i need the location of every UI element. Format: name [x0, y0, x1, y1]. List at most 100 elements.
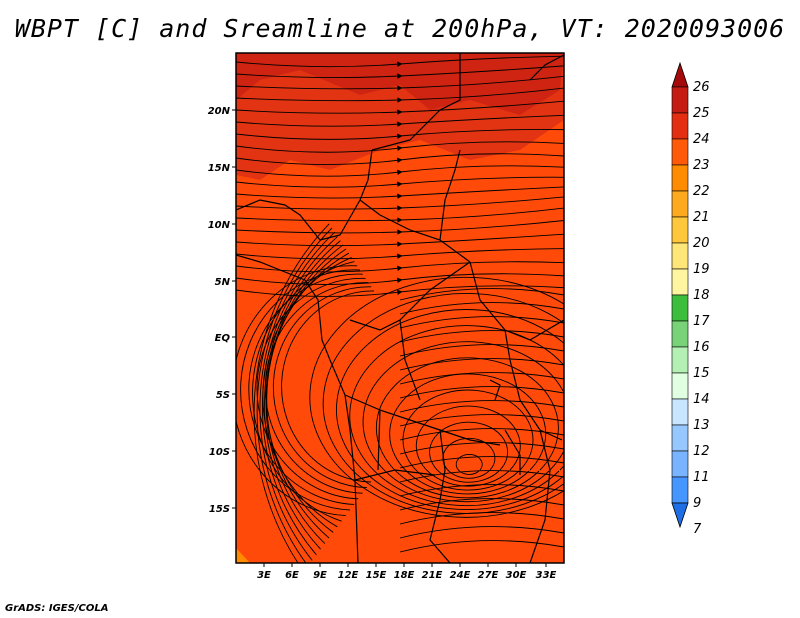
colorbar-level-label: 19: [693, 262, 710, 277]
colorbar-swatch: [671, 268, 689, 296]
streamline: [256, 227, 333, 563]
streamline: [399, 358, 564, 371]
lon-axis: 3E 6E 9E 12E 15E 18E 21E 24E 27E 30E 33E: [257, 563, 557, 581]
streamline: [349, 325, 564, 507]
colorbar-swatch: [671, 164, 689, 192]
streamline: [236, 114, 564, 127]
colorbar-level-label: 7: [693, 522, 702, 537]
colorbar-swatch: [671, 320, 689, 348]
colorbar-level-label: 26: [693, 80, 710, 95]
streamline: [236, 55, 564, 68]
streamline: [399, 316, 564, 329]
lon-label: 30E: [506, 570, 527, 581]
colorbar-level-label: 11: [693, 470, 710, 485]
streamline: [399, 386, 564, 399]
streamline: [236, 128, 564, 140]
streamline: [266, 248, 347, 539]
colorbar-swatch: [671, 216, 689, 244]
streamline: [399, 526, 564, 539]
streamline: [399, 302, 564, 315]
lat-axis: 20N 15N 10N 5N EQ 5S 10S 15S: [208, 106, 236, 515]
streamline: [236, 65, 564, 79]
streamline: [399, 498, 564, 511]
colorbar-level-label: 16: [693, 340, 710, 355]
lon-label: 24E: [450, 570, 471, 581]
streamline: [262, 236, 338, 556]
colorbar-swatch: [671, 476, 689, 504]
streamline: [264, 240, 341, 550]
streamline: [236, 233, 564, 247]
streamline: [259, 231, 336, 561]
lon-label: 15E: [366, 570, 387, 581]
colorbar-level-label: 12: [693, 444, 710, 459]
colorbar: 26 25 24 23 22 21 20 19 18 17 16 15 14 13 12 11 9 7: [671, 61, 710, 537]
streamline: [399, 400, 564, 413]
lat-label: 5S: [216, 390, 230, 401]
lon-label: 3E: [257, 570, 271, 581]
wbpt-hot-region: [236, 53, 564, 115]
streamline: [389, 373, 547, 495]
colorbar-level-label: 20: [693, 236, 710, 251]
streamline: [399, 330, 564, 343]
streamline: [256, 277, 366, 500]
colorbar-swatch: [671, 424, 689, 452]
streamline: [399, 442, 564, 455]
colorbar-level-label: 14: [693, 392, 710, 407]
colorbar-swatch: [671, 242, 689, 270]
colorbar-swatch: [671, 86, 689, 114]
lon-label: 33E: [536, 570, 557, 581]
streamline: [272, 286, 372, 489]
streamline: [442, 437, 496, 479]
streamline: [236, 186, 564, 199]
streamline: [236, 261, 564, 273]
streamline: [375, 357, 559, 499]
streamline: [236, 196, 564, 211]
streamline: [336, 309, 564, 510]
lon-label: 18E: [394, 570, 415, 581]
map-panel[interactable]: [232, 53, 621, 572]
streamline: [236, 153, 564, 165]
colorbar-level-label: 15: [693, 366, 710, 381]
streamline: [265, 244, 344, 544]
colorbar-swatch: [671, 450, 689, 478]
colorbar-swatch: [671, 190, 689, 218]
grads-credit: GrADS: IGES/COLA: [5, 603, 109, 614]
streamline: [399, 540, 564, 553]
streamline: [399, 428, 564, 441]
streamline: [399, 470, 564, 483]
streamline: [236, 165, 564, 177]
lat-label: 20N: [208, 106, 231, 117]
streamline: [309, 276, 564, 518]
lat-label: 10S: [209, 447, 230, 458]
lat-label: 10N: [208, 220, 231, 231]
lat-label: 5N: [215, 277, 231, 288]
lat-label: 15S: [209, 504, 230, 515]
streamline: [399, 288, 564, 301]
lon-label: 9E: [313, 570, 327, 581]
colorbar-swatch: [671, 398, 689, 426]
colorbar-swatch: [671, 112, 689, 140]
lon-label: 12E: [338, 570, 359, 581]
streamline: [236, 141, 564, 153]
streamline: [322, 292, 564, 514]
lon-label: 6E: [285, 570, 299, 581]
colorbar-top-arrow: [671, 61, 689, 88]
lon-label: 21E: [422, 570, 443, 581]
lon-label: 27E: [478, 570, 499, 581]
lat-label: EQ: [215, 333, 231, 344]
colorbar-level-label: 9: [693, 496, 701, 511]
streamline: [236, 100, 564, 115]
colorbar-swatch: [671, 346, 689, 374]
streamline: [236, 273, 564, 285]
streamline: [399, 414, 564, 427]
colorbar-level-label: 22: [693, 184, 710, 199]
colorbar-level-label: 24: [693, 132, 710, 147]
map-title: WBPT [C] and Sreamline at 200hPa, VT: 20…: [14, 14, 786, 43]
streamline: [281, 290, 375, 483]
colorbar-level-label: 21: [693, 210, 710, 225]
lat-label: 15N: [208, 163, 231, 174]
streamline: [399, 372, 564, 385]
streamline: [399, 344, 564, 357]
streamline: [399, 484, 564, 497]
streamline: [236, 248, 564, 260]
